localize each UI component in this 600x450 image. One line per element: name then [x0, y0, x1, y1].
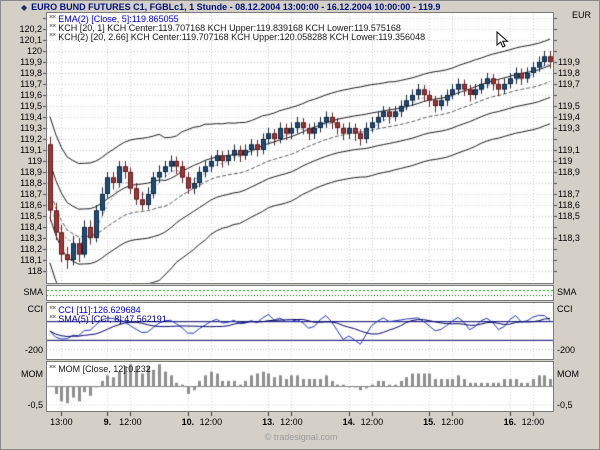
mom-axis-label-left: -0,5	[27, 400, 43, 410]
price-tick-label: 119	[27, 155, 42, 166]
time-tick-label: 15.	[423, 417, 436, 427]
price-tick-label: 119,3	[558, 122, 580, 133]
indicator-icon: ××	[49, 364, 56, 371]
legend-cci-sma[interactable]: ×× SMA(5) [CCI, 8]:47.562191	[49, 314, 167, 324]
price-tick-label: 119,9	[20, 56, 42, 67]
price-tick-label: 118,3	[20, 232, 42, 243]
legend-text: EMA(2) [Close, 5]:119.865055	[58, 14, 179, 24]
legend-ema[interactable]: ×× EMA(2) [Close, 5]:119.865055	[49, 14, 179, 24]
time-tick-label: 16.	[503, 417, 517, 427]
indicator-icon: ××	[49, 305, 56, 312]
price-tick-label: 119,8	[20, 67, 42, 78]
price-tick-label: 119,8	[558, 67, 580, 78]
price-tick-label: 118,9	[20, 166, 42, 177]
price-tick-label: 120,1	[19, 34, 42, 45]
price-tick-label: 119,7	[558, 78, 580, 89]
time-tick-label: 12:00	[199, 417, 223, 427]
time-tick-label: 14.	[342, 417, 356, 427]
price-axis-left[interactable]: 120,2 120,1 120 119,9 119,8 119,7 119,6 119,5 11…	[1, 1, 45, 449]
price-tick-label: 120	[26, 45, 42, 56]
time-tick-label: 12:00	[119, 417, 142, 427]
legend-kch1[interactable]: ×× KCH [20, 1] KCH Center:119.707168 KCH …	[49, 23, 401, 33]
legend-text: SMA(5) [CCI, 8]:47.562191	[58, 314, 167, 324]
pane-label-sma-left: SMA	[23, 287, 43, 297]
price-tick-label: 118,5	[558, 210, 580, 221]
price-tick-label: 118,3	[558, 232, 580, 243]
pane-label-cci-right: CCI	[557, 304, 573, 314]
legend-kch2[interactable]: ×× KCH(2) [20, 2.66] KCH Center:119.70716…	[49, 32, 425, 42]
time-tick-label: 9.	[103, 417, 112, 427]
legend-cci[interactable]: ×× CCI [11]:126.629684	[49, 305, 141, 315]
cci-axis-label-left: -200	[24, 345, 43, 355]
price-tick-label: 119,4	[20, 111, 42, 122]
mouse-cursor-icon	[496, 31, 509, 48]
indicator-icon: ××	[49, 14, 56, 21]
time-tick-label: 12:00	[280, 417, 303, 427]
legend-text: CCI [11]:126.629684	[58, 305, 141, 315]
price-tick-label: 118,9	[558, 166, 580, 177]
price-tick-label: 118,5	[20, 210, 42, 221]
price-tick-label: 118,7	[20, 188, 42, 199]
price-tick-label: 119,6	[20, 89, 42, 100]
price-tick-label: 120,2	[19, 23, 42, 34]
time-tick-label: 12:00	[360, 417, 384, 427]
price-tick-label: 119,4	[558, 111, 580, 122]
legend-text: KCH(2) [20, 2.66] KCH Center:119.707168 …	[58, 32, 426, 42]
price-tick-label: 118,6	[20, 199, 42, 210]
price-tick-label: 119,1	[558, 144, 580, 155]
price-tick-label: 118,4	[20, 221, 42, 232]
copyright: © tradesignal.com	[264, 432, 338, 442]
price-tick-label: 118,1	[20, 254, 42, 265]
chart-title-row[interactable]: ◆ EURO BUND FUTURES C1, FGBLc1, 1 Stunde …	[21, 2, 440, 12]
price-tick-label: 118,8	[20, 177, 42, 188]
pane-label-mom-right: MOM	[557, 369, 579, 379]
time-tick-label: 13.	[262, 417, 275, 427]
mom-axis-label-right: -0,5	[557, 400, 573, 410]
pane-label-sma-right: SMA	[557, 287, 577, 297]
legend-text: MOM [Close, 12]:0.232	[58, 364, 151, 374]
price-tick-label: 119,5	[558, 100, 580, 111]
time-tick-label: 12:00	[521, 417, 545, 427]
price-tick-label: 118,6	[558, 199, 580, 210]
price-tick-label: 118,2	[20, 243, 42, 254]
legend-text: KCH [20, 1] KCH Center:119.707168 KCH Up…	[58, 23, 401, 33]
time-tick-label: 10.	[181, 417, 195, 427]
time-tick-label: 13:00	[50, 417, 73, 427]
instrument-icon: ◆	[21, 3, 28, 12]
pane-label-cci-left: CCI	[27, 304, 44, 314]
indicator-icon: ××	[49, 23, 56, 30]
price-tick-label: 119,7	[20, 78, 42, 89]
indicator-icon: ××	[49, 314, 56, 321]
cci-axis-label-right: -200	[557, 345, 576, 355]
time-axis[interactable]: 13:00 9. 12:00 10. 12:00 13. 12:00 14. 12:00 15. 1…	[1, 417, 599, 431]
price-tick-label: 119,5	[20, 100, 42, 111]
axis-unit-label: EUR	[571, 10, 591, 20]
legend-mom[interactable]: ×× MOM [Close, 12]:0.232	[49, 364, 151, 374]
price-tick-label: 119,1	[20, 144, 42, 155]
time-tick-label: 12:00	[441, 417, 464, 427]
price-tick-label: 118	[27, 265, 42, 276]
indicator-icon: ××	[49, 32, 56, 39]
pane-label-mom-left: MOM	[21, 369, 43, 379]
price-tick-label: 119,2	[20, 133, 42, 144]
price-axis-right[interactable]: 119,9 119,8 119,7 119,5 119,4 119,3 119,1 119 11…	[555, 1, 599, 449]
price-tick-label: 119	[558, 155, 573, 166]
price-tick-label: 119,3	[20, 122, 42, 133]
price-tick-label: 118,7	[558, 188, 580, 199]
price-tick-label: 119,9	[558, 56, 580, 67]
chart-title: EURO BUND FUTURES C1, FGBLc1, 1 Stunde -…	[31, 2, 441, 12]
